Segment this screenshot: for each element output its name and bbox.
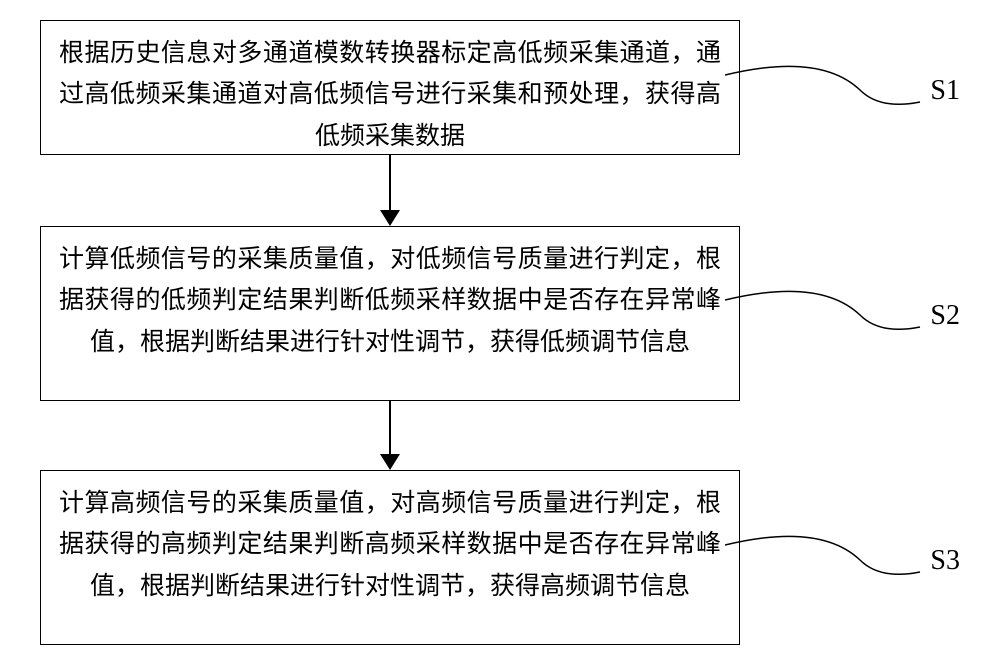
arrow-line — [389, 155, 391, 211]
flowchart-node-s1: 根据历史信息对多通道模数转换器标定高低频采集通道，通过高低频采集通道对高低频信号… — [40, 20, 740, 155]
flowchart-container: 根据历史信息对多通道模数转换器标定高低频采集通道，通过高低频采集通道对高低频信号… — [0, 0, 1000, 660]
node-label-s3: S3 — [930, 545, 960, 577]
connector-curve-s3 — [725, 530, 925, 590]
node-text-s1: 根据历史信息对多通道模数转换器标定高低频采集通道，通过高低频采集通道对高低频信号… — [59, 40, 721, 150]
node-text-s3: 计算高频信号的采集质量值，对高频信号质量进行判定，根据获得的高频判定结果判断高频… — [59, 490, 721, 600]
flowchart-node-s2: 计算低频信号的采集质量值，对低频信号质量进行判定，根据获得的低频判定结果判断低频… — [40, 226, 740, 401]
flowchart-arrow-1 — [380, 155, 400, 226]
connector-curve-s2 — [725, 285, 925, 345]
arrow-line — [389, 401, 391, 455]
arrow-head-icon — [380, 210, 400, 226]
node-label-s1: S1 — [930, 75, 960, 107]
flowchart-node-s3: 计算高频信号的采集质量值，对高频信号质量进行判定，根据获得的高频判定结果判断高频… — [40, 470, 740, 645]
node-label-s2: S2 — [930, 300, 960, 332]
connector-curve-s1 — [725, 60, 925, 120]
flowchart-arrow-2 — [380, 401, 400, 470]
arrow-head-icon — [380, 454, 400, 470]
node-text-s2: 计算低频信号的采集质量值，对低频信号质量进行判定，根据获得的低频判定结果判断低频… — [59, 246, 721, 356]
